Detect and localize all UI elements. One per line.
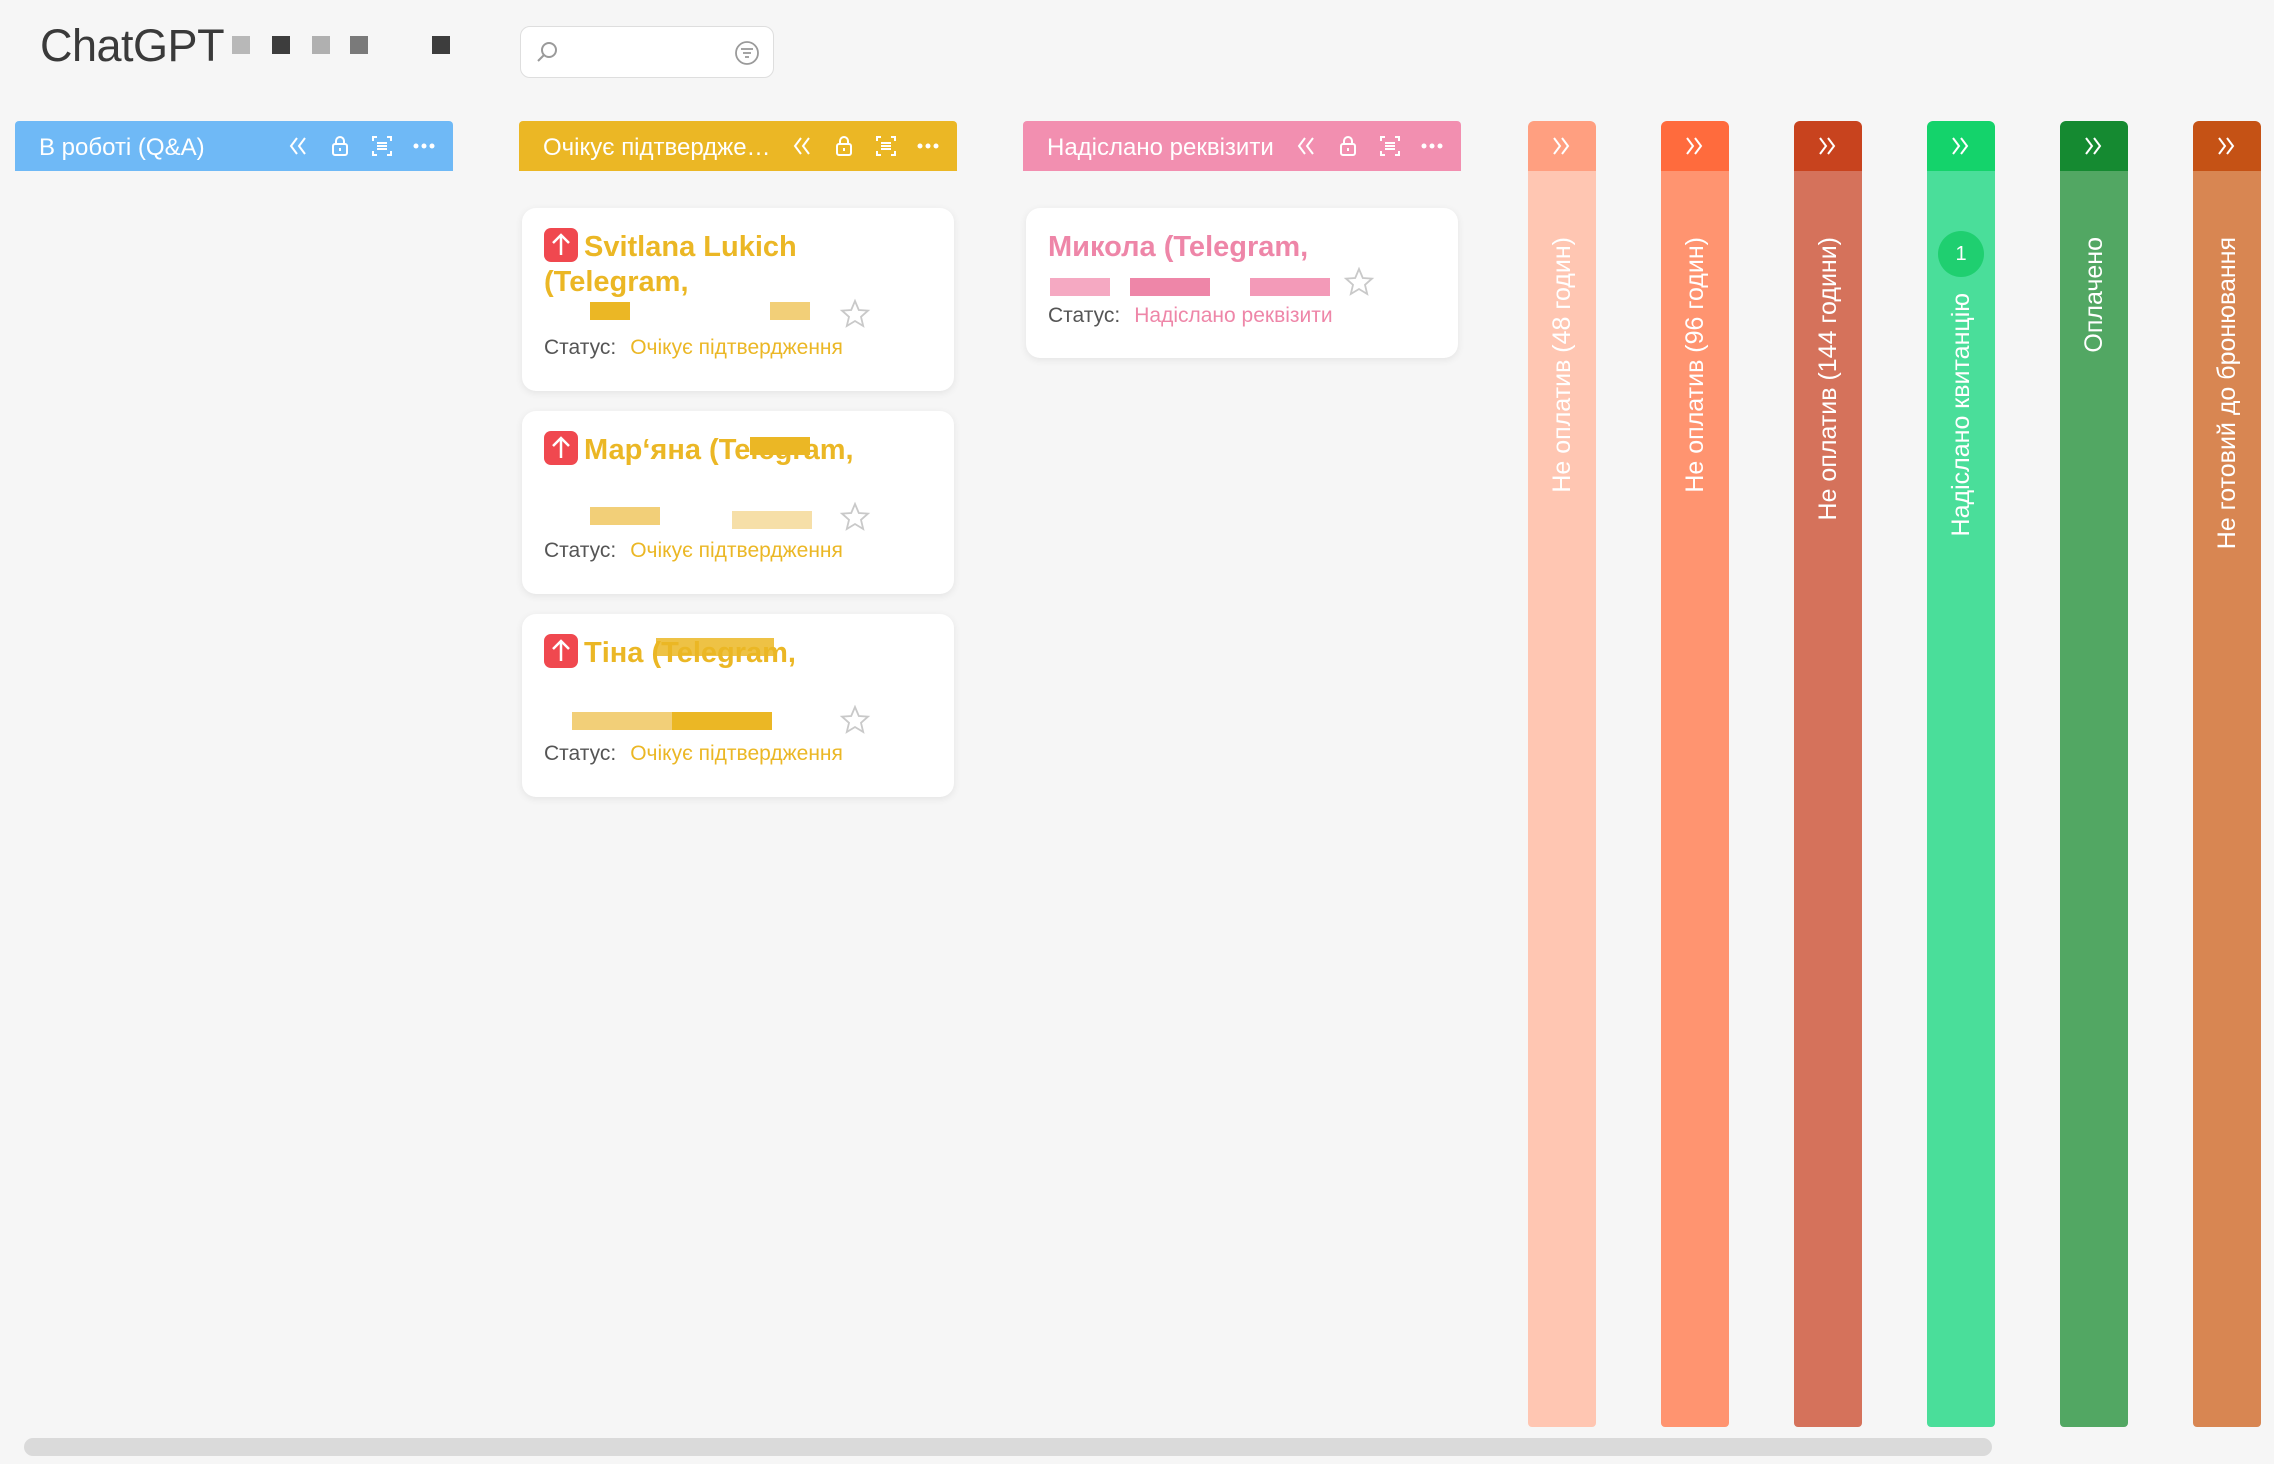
redacted-text	[1250, 278, 1330, 296]
count-badge: 1	[1938, 231, 1984, 277]
redacted-text	[572, 712, 672, 730]
lane-body: Не оплатив (144 години)	[1794, 171, 1862, 1427]
lane-body: 1 Надіслано квитанцію	[1927, 171, 1995, 1427]
search-icon	[535, 39, 561, 65]
lane-body: Не оплатив (48 годин)	[1528, 171, 1596, 1427]
card-title: Микола (Telegram,	[1048, 231, 1309, 263]
scan-icon[interactable]	[1375, 133, 1405, 159]
lane-label: Оплачено	[2080, 237, 2108, 353]
redacted-text	[750, 437, 810, 455]
lane-head[interactable]	[2060, 121, 2128, 171]
status-label: Статус:	[544, 539, 617, 562]
lane-head[interactable]	[1661, 121, 1729, 171]
double-chevron-right-icon	[1553, 137, 1570, 155]
redacted-text	[590, 507, 660, 525]
deal-card[interactable]: Мар‘яна (Telegram, Статус: Очікує підтвер…	[522, 411, 954, 594]
star-icon[interactable]	[839, 298, 871, 330]
arrow-up-icon	[544, 431, 578, 465]
deal-card[interactable]: Микола (Telegram, Статус: Надіслано рекві…	[1026, 208, 1458, 358]
card-title: Svitlana Lukich (Telegram,	[544, 231, 797, 298]
redacted-text	[590, 302, 630, 320]
lane-body: Не оплатив (96 годин)	[1661, 171, 1729, 1427]
scan-icon[interactable]	[367, 133, 397, 159]
status-label: Статус:	[1048, 304, 1121, 327]
arrow-up-icon	[544, 228, 578, 262]
redacted-text	[1050, 278, 1110, 296]
lane-body: Не готовий до бронювання	[2193, 171, 2261, 1427]
more-icon[interactable]	[409, 133, 439, 159]
double-chevron-right-icon	[1819, 137, 1836, 155]
star-icon[interactable]	[1343, 266, 1375, 298]
horizontal-scrollbar[interactable]	[24, 1438, 1992, 1456]
lock-icon[interactable]	[829, 133, 859, 159]
redacted-text	[656, 638, 774, 656]
status-value: Надіслано реквізити	[1134, 304, 1333, 327]
status-value: Очікує підтвердження	[630, 336, 843, 359]
star-icon[interactable]	[839, 501, 871, 533]
search-input[interactable]	[520, 26, 774, 78]
lane-label: Не готовий до бронювання	[2213, 237, 2241, 550]
lock-icon[interactable]	[325, 133, 355, 159]
lane-head[interactable]	[1528, 121, 1596, 171]
redacted-text	[1130, 278, 1210, 296]
collapsed-column[interactable]: Оплачено	[2060, 121, 2128, 1427]
redacted-text	[672, 712, 772, 730]
collapsed-column[interactable]: Не готовий до бронювання	[2193, 121, 2261, 1427]
redacted-text	[770, 302, 810, 320]
deal-card[interactable]: Тіна (Telegram, Статус:Очікує підтвердже…	[522, 614, 954, 797]
app-title: ChatGPT	[40, 20, 225, 71]
collapsed-column[interactable]: Не оплатив (144 години)	[1794, 121, 1862, 1427]
column-header-in-work[interactable]: В роботі (Q&A)	[15, 121, 453, 171]
double-chevron-right-icon	[2085, 137, 2102, 155]
status-row: Статус: Очікує підтвердження	[544, 539, 843, 563]
collapsed-column[interactable]: 1 Надіслано квитанцію	[1927, 121, 1995, 1427]
double-chevron-right-icon	[2218, 137, 2235, 155]
star-icon[interactable]	[839, 704, 871, 736]
double-chevron-left-icon[interactable]	[1291, 133, 1321, 159]
status-value: Очікує підтвердження	[630, 539, 843, 562]
lock-icon[interactable]	[1333, 133, 1363, 159]
status-row: Статус: Надіслано реквізити	[1048, 304, 1333, 328]
column-title: Надіслано реквізити	[1047, 134, 1274, 161]
column-title: В роботі (Q&A)	[39, 134, 205, 161]
double-chevron-left-icon[interactable]	[283, 133, 313, 159]
lane-label: Не оплатив (96 годин)	[1681, 237, 1709, 493]
lane-label: Не оплатив (144 години)	[1814, 237, 1842, 521]
filter-icon[interactable]	[733, 39, 761, 67]
lane-head[interactable]	[2193, 121, 2261, 171]
column-header-awaiting[interactable]: Очікує підтвердження	[519, 121, 957, 171]
lane-label: Надіслано квитанцію	[1947, 293, 1975, 537]
double-chevron-left-icon[interactable]	[787, 133, 817, 159]
scan-icon[interactable]	[871, 133, 901, 159]
more-icon[interactable]	[1417, 133, 1447, 159]
lane-body: Оплачено	[2060, 171, 2128, 1427]
arrow-up-icon	[544, 634, 578, 668]
status-label: Статус:	[544, 336, 617, 359]
column-header-details-sent[interactable]: Надіслано реквізити	[1023, 121, 1461, 171]
redacted-text	[732, 511, 812, 529]
status-row: Статус: Очікує підтвердження	[544, 742, 843, 766]
deal-card[interactable]: Svitlana Lukich (Telegram, Статус: Очікує…	[522, 208, 954, 391]
collapsed-column[interactable]: Не оплатив (48 годин)	[1528, 121, 1596, 1427]
double-chevron-right-icon	[1952, 137, 1969, 155]
card-title: Мар‘яна (Telegram,	[584, 434, 854, 466]
lane-head[interactable]	[1927, 121, 1995, 171]
more-icon[interactable]	[913, 133, 943, 159]
lane-label: Не оплатив (48 годин)	[1548, 237, 1576, 493]
column-title: Очікує підтвердження	[543, 134, 779, 161]
collapsed-column[interactable]: Не оплатив (96 годин)	[1661, 121, 1729, 1427]
status-label: Статус:	[544, 742, 617, 765]
status-row: Статус: Очікує підтвердження	[544, 336, 843, 360]
status-value: Очікує підтвердження	[630, 742, 843, 765]
double-chevron-right-icon	[1686, 137, 1703, 155]
lane-head[interactable]	[1794, 121, 1862, 171]
